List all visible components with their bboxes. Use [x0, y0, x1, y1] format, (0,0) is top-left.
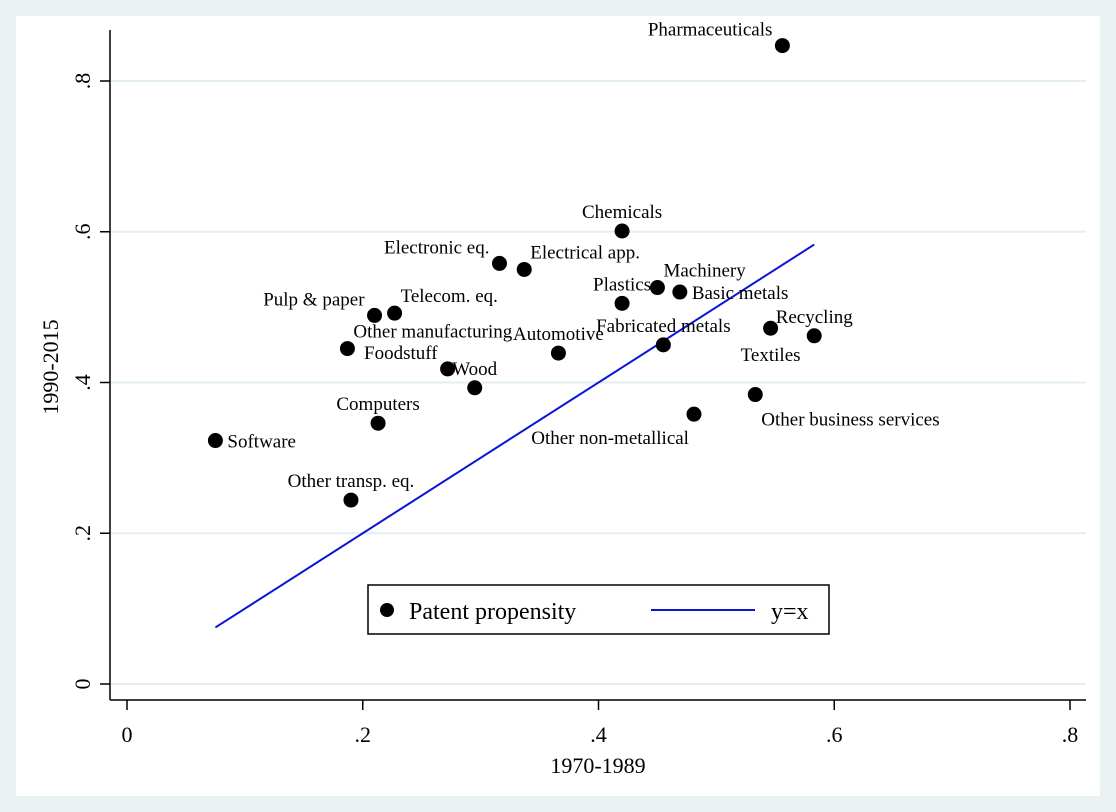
point-label-electrical-app: Electrical app. — [530, 242, 640, 263]
x-tick-label-2: .4 — [590, 722, 607, 747]
legend: Patent propensity y=x — [367, 584, 830, 635]
y-tick-label-2: .4 — [70, 374, 95, 391]
x-tick-label-0: 0 — [122, 722, 133, 747]
x-tick-label-4: .8 — [1062, 722, 1079, 747]
legend-label-patent-propensity: Patent propensity — [409, 599, 576, 625]
point-label-pulp-paper: Pulp & paper — [263, 289, 365, 310]
point-label-foodstuff: Foodstuff — [364, 343, 438, 364]
y-axis-ticks: 0 .2 .4 .6 .8 — [70, 73, 110, 690]
x-axis-title: 1970-1989 — [550, 753, 645, 778]
data-point-foodstuff — [440, 361, 456, 377]
point-label-telecom-eq: Telecom. eq. — [401, 286, 498, 307]
data-point-other-non-metallical — [686, 406, 702, 422]
x-axis-ticks: 0 .2 .4 .6 .8 — [122, 700, 1079, 747]
y-tick-label-4: .8 — [70, 73, 95, 90]
data-point-other-manufacturing — [339, 341, 355, 357]
point-label-other-business-services: Other business services — [761, 410, 939, 431]
reference-line-y-equals-x — [214, 243, 815, 629]
data-point-chemicals — [614, 223, 630, 239]
data-point-plastics — [614, 295, 630, 311]
data-point-computers — [370, 415, 386, 431]
point-label-textiles: Textiles — [741, 345, 801, 366]
y-axis-title: 1990-2015 — [38, 319, 63, 414]
point-label-plastics: Plastics — [593, 274, 651, 295]
data-point-other-business-services — [747, 387, 763, 403]
point-label-fabricated-metals: Fabricated metals — [596, 316, 731, 337]
point-label-basic-metals: Basic metals — [692, 283, 789, 304]
point-label-electronic-eq: Electronic eq. — [384, 237, 490, 258]
x-tick-label-1: .2 — [355, 722, 372, 747]
point-label-software: Software — [227, 432, 296, 453]
data-point-pulp-paper — [367, 307, 383, 323]
point-label-chemicals: Chemicals — [582, 202, 662, 223]
data-point-other-transp-eq — [343, 492, 359, 508]
data-point-electrical-app — [516, 261, 532, 277]
point-label-machinery: Machinery — [663, 261, 746, 282]
chart-background — [16, 16, 1100, 796]
data-point-electronic-eq — [491, 255, 507, 271]
data-points — [207, 38, 822, 508]
point-label-pharmaceuticals: Pharmaceuticals — [648, 20, 773, 41]
data-point-machinery — [649, 280, 665, 296]
point-label-other-manufacturing: Other manufacturing — [353, 322, 512, 343]
point-label-wood: Wood — [452, 359, 497, 380]
data-point-textiles — [763, 320, 779, 336]
data-point-wood — [467, 380, 483, 396]
point-label-other-transp-eq: Other transp. eq. — [288, 471, 415, 492]
data-point-software — [207, 433, 223, 449]
point-label-automotive: Automotive — [513, 324, 604, 345]
point-label-other-non-metallical: Other non-metallical — [531, 428, 689, 449]
data-point-basic-metals — [672, 284, 688, 300]
point-label-computers: Computers — [336, 394, 419, 415]
x-tick-label-3: .6 — [826, 722, 843, 747]
point-label-recycling: Recycling — [776, 307, 854, 328]
data-point-pharmaceuticals — [774, 38, 790, 54]
data-point-labels: Pharmaceuticals Chemicals Electronic eq. El… — [227, 20, 939, 493]
reference-line-group — [214, 243, 815, 629]
legend-marker-patent-propensity — [380, 603, 394, 617]
data-point-recycling — [806, 328, 822, 344]
data-point-telecom-eq — [387, 305, 403, 321]
y-tick-label-0: 0 — [70, 679, 95, 690]
y-tick-label-3: .6 — [70, 224, 95, 241]
data-point-automotive — [550, 345, 566, 361]
y-tick-label-1: .2 — [70, 525, 95, 542]
data-point-fabricated-metals — [655, 337, 671, 353]
legend-label-y-equals-x: y=x — [771, 599, 809, 625]
